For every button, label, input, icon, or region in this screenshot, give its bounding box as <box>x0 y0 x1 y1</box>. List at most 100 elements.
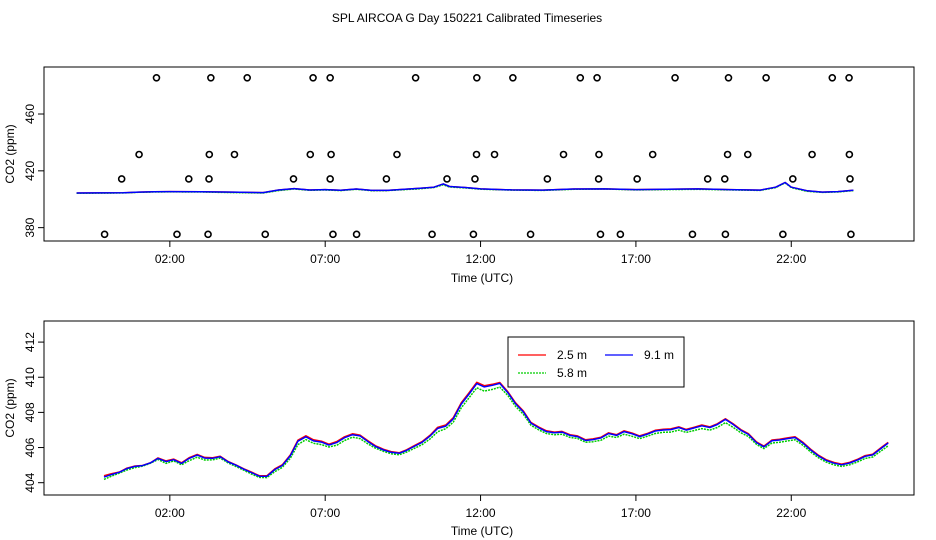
calibration-panel: 380 420 460 02:00 07:00 12:00 17:00 22:00 Time… <box>3 66 915 285</box>
y-tick-label: 410 <box>23 367 37 387</box>
legend-box <box>507 336 685 388</box>
calibration-point <box>204 230 212 239</box>
y-axis: 404 406 408 410 412 <box>23 332 44 493</box>
calibration-point <box>243 73 252 82</box>
calibration-point <box>329 230 337 239</box>
x-tick-label: 22:00 <box>776 252 806 266</box>
x-tick-label: 07:00 <box>310 506 340 520</box>
calibration-point <box>703 175 712 183</box>
x-axis: 02:00 07:00 12:00 17:00 22:00 <box>155 241 807 266</box>
plot-frame <box>43 66 915 242</box>
calibration-point <box>720 175 729 183</box>
calibration-point <box>616 230 625 239</box>
calibration-point <box>309 73 317 82</box>
y-tick-label: 420 <box>23 160 37 180</box>
calibration-point <box>671 73 679 82</box>
figure-title: SPL AIRCOA G Day 150221 Calibrated Times… <box>332 11 602 25</box>
legend-label-9-1m: 9.1 m <box>644 348 674 362</box>
calibration-point <box>845 150 854 159</box>
y-axis: 380 420 460 <box>23 104 44 238</box>
timeseries-panel: 404 406 408 410 412 02:00 07:00 12:00 17:00 22:0… <box>3 320 915 538</box>
calibration-point <box>762 73 770 82</box>
x-tick-label: 07:00 <box>310 252 340 266</box>
legend-label-2-5m: 2.5 m <box>557 348 587 362</box>
x-tick-label: 02:00 <box>155 252 185 266</box>
calibration-point <box>352 230 361 239</box>
calibration-point <box>526 230 535 239</box>
x-tick-label: 22:00 <box>776 506 806 520</box>
calibration-point <box>411 73 420 82</box>
series-line-9-1-m <box>103 382 889 478</box>
legend: 2.5 m 9.1 m 5.8 m <box>507 336 685 388</box>
calibration-point <box>593 73 601 82</box>
x-tick-label: 02:00 <box>155 506 185 520</box>
series-line-2-5-m <box>103 381 889 477</box>
calibration-point <box>721 230 730 239</box>
calibration-point <box>576 73 585 82</box>
calibration-point <box>724 73 733 82</box>
calibration-point <box>847 230 855 239</box>
calibration-point <box>261 230 270 239</box>
calibration-point <box>509 73 517 82</box>
x-axis-label: Time (UTC) <box>451 271 513 285</box>
x-tick-label: 12:00 <box>466 506 496 520</box>
x-tick-label: 17:00 <box>621 506 651 520</box>
series-line-9-1-m <box>76 181 854 194</box>
calibration-point <box>393 150 401 159</box>
calibration-point <box>594 175 603 183</box>
y-tick-label: 408 <box>23 402 37 422</box>
calibration-point <box>443 175 451 183</box>
calibration-point <box>595 150 603 159</box>
calibration-point <box>846 175 854 183</box>
calibration-point <box>382 175 391 183</box>
calibration-point <box>205 175 213 183</box>
calibration-point <box>472 150 481 159</box>
calibration-point <box>173 230 181 239</box>
calibration-point <box>230 150 239 159</box>
y-axis-label: CO2 (ppm) <box>3 378 17 437</box>
calibration-points <box>100 73 855 239</box>
calibration-point <box>633 175 641 183</box>
calibration-point <box>688 230 697 239</box>
calibration-point <box>289 175 298 183</box>
calibration-point <box>559 150 568 159</box>
series-lines <box>103 381 889 481</box>
x-axis-label: Time (UTC) <box>451 524 513 538</box>
calibration-point <box>828 73 837 82</box>
calibration-point <box>117 175 126 183</box>
calibration-point <box>205 150 214 159</box>
series-line-5-8-m <box>103 386 889 481</box>
calibration-point <box>471 175 479 183</box>
calibration-point <box>100 230 109 239</box>
calibration-point <box>327 150 335 159</box>
x-axis: 02:00 07:00 12:00 17:00 22:00 <box>155 495 807 520</box>
calibration-point <box>184 175 193 183</box>
calibration-point <box>789 175 797 183</box>
y-tick-label: 404 <box>23 472 37 492</box>
calibration-point <box>596 230 605 239</box>
calibration-point <box>326 73 334 82</box>
y-tick-label: 406 <box>23 437 37 457</box>
calibration-point <box>135 150 143 159</box>
calibration-point <box>428 230 436 239</box>
y-tick-label: 412 <box>23 332 37 352</box>
calibration-point <box>648 150 657 159</box>
series-lines <box>76 181 854 195</box>
calibration-point <box>723 150 732 159</box>
calibration-point <box>469 230 478 239</box>
x-tick-label: 12:00 <box>466 252 496 266</box>
calibration-point <box>207 73 215 82</box>
calibration-point <box>808 150 816 159</box>
y-tick-label: 460 <box>23 104 37 124</box>
legend-label-5-8m: 5.8 m <box>557 366 587 380</box>
calibration-point <box>743 150 752 159</box>
y-tick-label: 380 <box>23 217 37 237</box>
x-tick-label: 17:00 <box>621 252 651 266</box>
calibration-point <box>152 73 161 82</box>
y-axis-label: CO2 (ppm) <box>3 124 17 183</box>
plot-frame <box>43 320 915 496</box>
calibration-point <box>490 150 499 159</box>
calibration-point <box>543 175 552 183</box>
calibration-point <box>473 73 481 82</box>
